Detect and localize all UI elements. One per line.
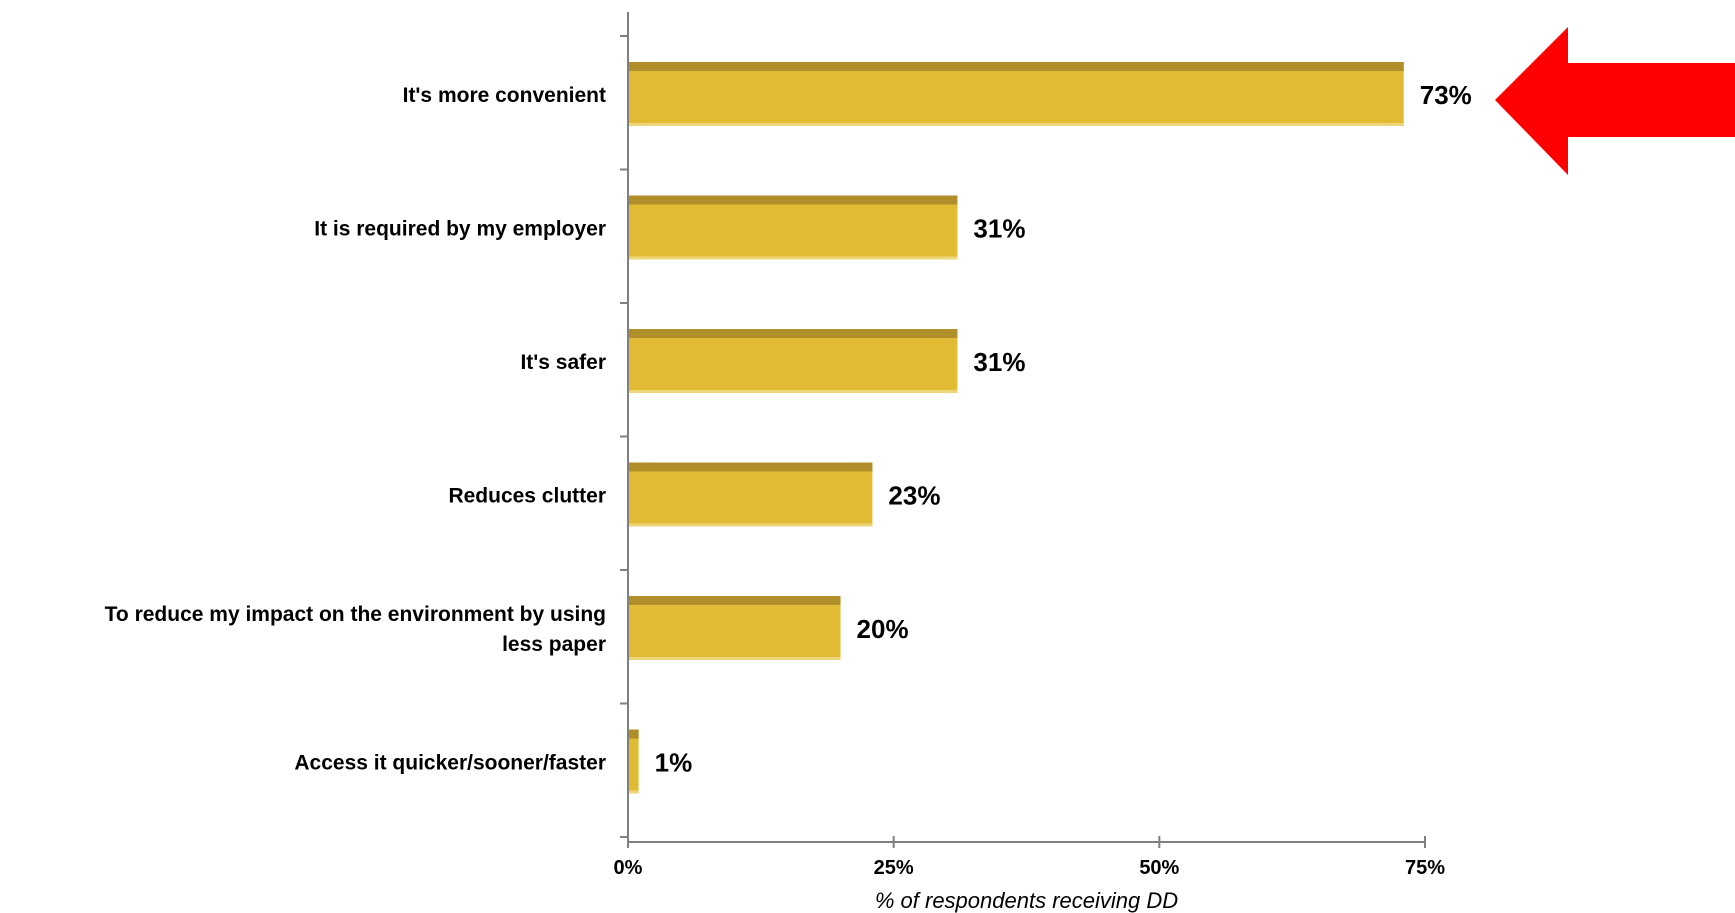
bar-group bbox=[628, 729, 639, 794]
bar bbox=[628, 462, 873, 527]
value-label: 31% bbox=[973, 214, 1025, 244]
x-tick-label: 25% bbox=[874, 857, 914, 879]
bar-group bbox=[628, 195, 958, 260]
category-label: It is required by my employer bbox=[314, 218, 606, 241]
category-label: Reduces clutter bbox=[448, 485, 606, 508]
bar-group bbox=[628, 329, 958, 393]
bar-bottom-edge bbox=[628, 790, 639, 794]
bar-bottom-edge bbox=[628, 523, 873, 527]
bar bbox=[628, 729, 639, 794]
bar-bottom-edge bbox=[628, 123, 1404, 126]
bar-top-edge bbox=[628, 195, 958, 205]
bar-top-edge bbox=[628, 729, 639, 739]
bar-top-edge bbox=[628, 62, 1404, 71]
value-label: 73% bbox=[1420, 80, 1472, 110]
bar-group bbox=[628, 62, 1404, 126]
category-label: It's more convenient bbox=[403, 84, 606, 107]
value-label: 20% bbox=[857, 614, 909, 644]
value-label: 23% bbox=[888, 481, 940, 511]
category-label: less paper bbox=[502, 633, 606, 656]
x-tick-label: 75% bbox=[1405, 857, 1445, 879]
x-axis-title: % of respondents receiving DD bbox=[875, 888, 1178, 913]
bar-group bbox=[628, 596, 841, 660]
bars bbox=[628, 62, 1404, 794]
bar-top-edge bbox=[628, 596, 841, 605]
bar-bottom-edge bbox=[628, 390, 958, 393]
x-tick-label: 50% bbox=[1139, 857, 1179, 879]
bar-bottom-edge bbox=[628, 256, 958, 260]
bar bbox=[628, 62, 1404, 126]
axes bbox=[620, 12, 1426, 848]
category-label: To reduce my impact on the environment b… bbox=[105, 603, 606, 626]
bar-bottom-edge bbox=[628, 657, 841, 660]
bar-group bbox=[628, 462, 873, 527]
value-label: 31% bbox=[973, 347, 1025, 377]
highlight-arrow-icon bbox=[1495, 27, 1735, 175]
bar-top-edge bbox=[628, 462, 873, 472]
bar bbox=[628, 329, 958, 393]
value-label: 1% bbox=[655, 748, 693, 778]
labels: 73% It's more convenient 31% It is required… bbox=[105, 80, 1472, 913]
bar bbox=[628, 195, 958, 260]
category-label: It's safer bbox=[520, 351, 606, 374]
bar bbox=[628, 596, 841, 660]
x-tick-label: 0% bbox=[614, 857, 643, 879]
category-label: Access it quicker/sooner/faster bbox=[294, 752, 606, 775]
bar-top-edge bbox=[628, 329, 958, 338]
